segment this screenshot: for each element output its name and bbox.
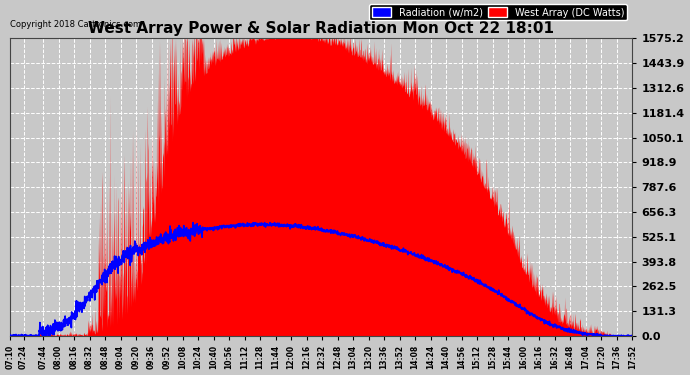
Text: Copyright 2018 Cartronics.com: Copyright 2018 Cartronics.com <box>10 20 141 29</box>
Legend: Radiation (w/m2), West Array (DC Watts): Radiation (w/m2), West Array (DC Watts) <box>368 4 627 21</box>
Title: West Array Power & Solar Radiation Mon Oct 22 18:01: West Array Power & Solar Radiation Mon O… <box>88 21 554 36</box>
